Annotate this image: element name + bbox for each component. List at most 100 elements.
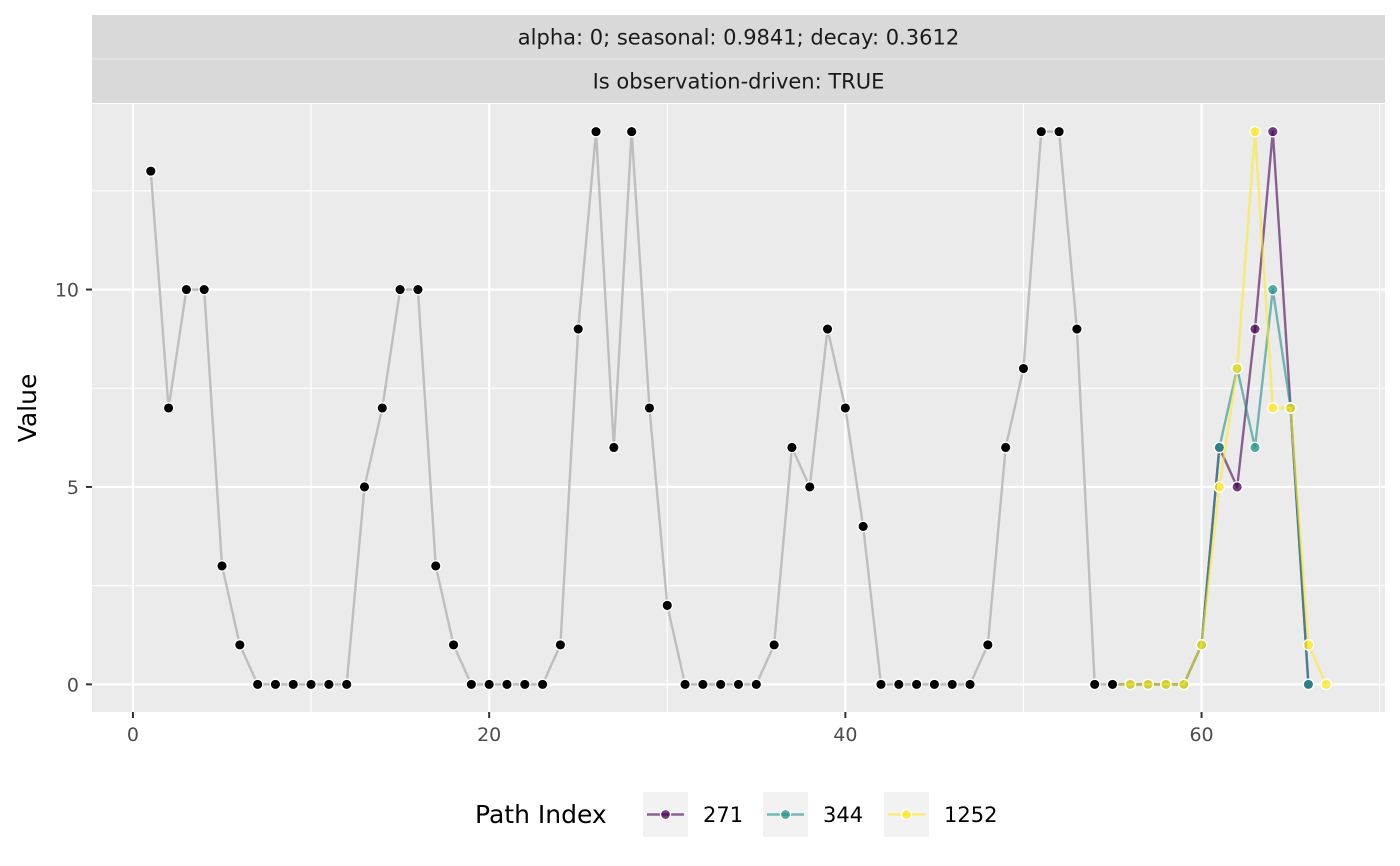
observed-point (269, 678, 282, 691)
observed-point (910, 678, 923, 691)
legend-key-point-1252 (900, 808, 913, 821)
observed-point (1035, 125, 1048, 138)
observed-point (892, 678, 905, 691)
y-axis-title: Value (13, 374, 42, 443)
observed-point (233, 639, 246, 651)
observed-point (251, 678, 264, 691)
legend-items: 271 344 1252 (643, 792, 997, 837)
plot-panel (92, 104, 1385, 712)
observed-point (216, 560, 228, 572)
observed-point (483, 678, 496, 691)
series-point-1252 (1320, 678, 1333, 691)
observed-point (198, 283, 211, 296)
observed-point (287, 678, 300, 691)
path-series (1106, 125, 1333, 691)
strip-2-label: Is observation-driven: TRUE (593, 70, 885, 94)
series-point-1252 (1266, 402, 1279, 414)
observed-point (1053, 125, 1065, 138)
legend-label-344: 344 (823, 803, 863, 827)
x-tick-label: 0 (127, 724, 139, 746)
observed-point (928, 678, 941, 691)
series-1252 (1106, 125, 1333, 691)
observed-point (447, 639, 460, 651)
series-point-1252 (1249, 125, 1261, 138)
x-tick-label: 40 (833, 724, 857, 746)
observed-point (750, 678, 763, 691)
observed-point (376, 402, 389, 414)
observed-point (536, 678, 549, 691)
observed-point (625, 125, 638, 138)
x-tick-label: 20 (477, 724, 501, 746)
series-point-344 (1266, 283, 1279, 296)
series-point-1252 (1284, 402, 1297, 414)
observed-point (340, 678, 353, 691)
y-tick-label: 5 (67, 477, 79, 499)
observed-point (839, 402, 852, 414)
observed-point (1071, 323, 1083, 335)
series-point-271 (1266, 125, 1279, 138)
observed-point (768, 639, 780, 651)
observed-point (821, 323, 834, 335)
observed-points (144, 125, 1119, 691)
observed-point (964, 678, 976, 691)
legend: Path Index 271 344 1252 (475, 792, 997, 837)
axes: 0 20 40 60 0 5 10 (55, 280, 1214, 746)
observed-point (429, 560, 442, 572)
series-point-1252 (1231, 362, 1244, 375)
observed-point (412, 283, 424, 296)
observed-point (305, 678, 317, 691)
observed-point (1017, 362, 1030, 375)
series-point-1252 (1177, 678, 1190, 691)
series-point-344 (1302, 678, 1315, 691)
observed-point (714, 678, 727, 691)
strip-2-background (92, 59, 1385, 103)
legend-key-point-344 (779, 808, 792, 821)
observed-point (518, 678, 531, 691)
legend-item-1252: 1252 (884, 792, 997, 837)
legend-title: Path Index (475, 800, 607, 829)
observed-point (697, 678, 709, 691)
series-point-271 (1249, 323, 1261, 335)
observed-point (786, 441, 798, 454)
legend-item-344: 344 (763, 792, 863, 837)
observed-point (394, 283, 406, 296)
observed-point (981, 639, 994, 651)
observed-point (679, 678, 691, 691)
observed-point (144, 165, 157, 177)
observed-point (661, 599, 674, 612)
observed-point (501, 678, 513, 691)
observed-point (875, 678, 887, 691)
x-tick-label: 60 (1189, 724, 1213, 746)
series-point-1252 (1160, 678, 1172, 691)
observed-point (999, 441, 1012, 454)
series-point-1252 (1195, 639, 1208, 651)
observed-point (323, 678, 335, 691)
y-tick-label: 10 (55, 280, 79, 302)
observed-point (572, 323, 585, 335)
observed-point (1088, 678, 1101, 691)
observed-point (857, 520, 870, 533)
observed-point (465, 678, 478, 691)
observed-point (946, 678, 959, 691)
legend-label-271: 271 (703, 803, 743, 827)
series-point-344 (1249, 441, 1261, 454)
observed-point (607, 441, 620, 454)
strip-1-background (92, 15, 1385, 59)
series-point-1252 (1124, 678, 1137, 691)
series-point-1252 (1213, 481, 1226, 493)
observed-point (590, 125, 602, 138)
y-tick-label: 0 (67, 674, 79, 696)
observed-point (1106, 678, 1119, 691)
observed-point (803, 481, 816, 493)
observed-point (643, 402, 656, 414)
series-point-271 (1231, 481, 1244, 493)
series-point-1252 (1302, 639, 1315, 651)
legend-item-271: 271 (643, 792, 743, 837)
observed-point (732, 678, 745, 691)
series-point-344 (1213, 441, 1226, 454)
observed-point (162, 402, 175, 414)
observed-point (554, 639, 567, 651)
legend-key-point-271 (659, 808, 672, 821)
series-point-1252 (1142, 678, 1154, 691)
